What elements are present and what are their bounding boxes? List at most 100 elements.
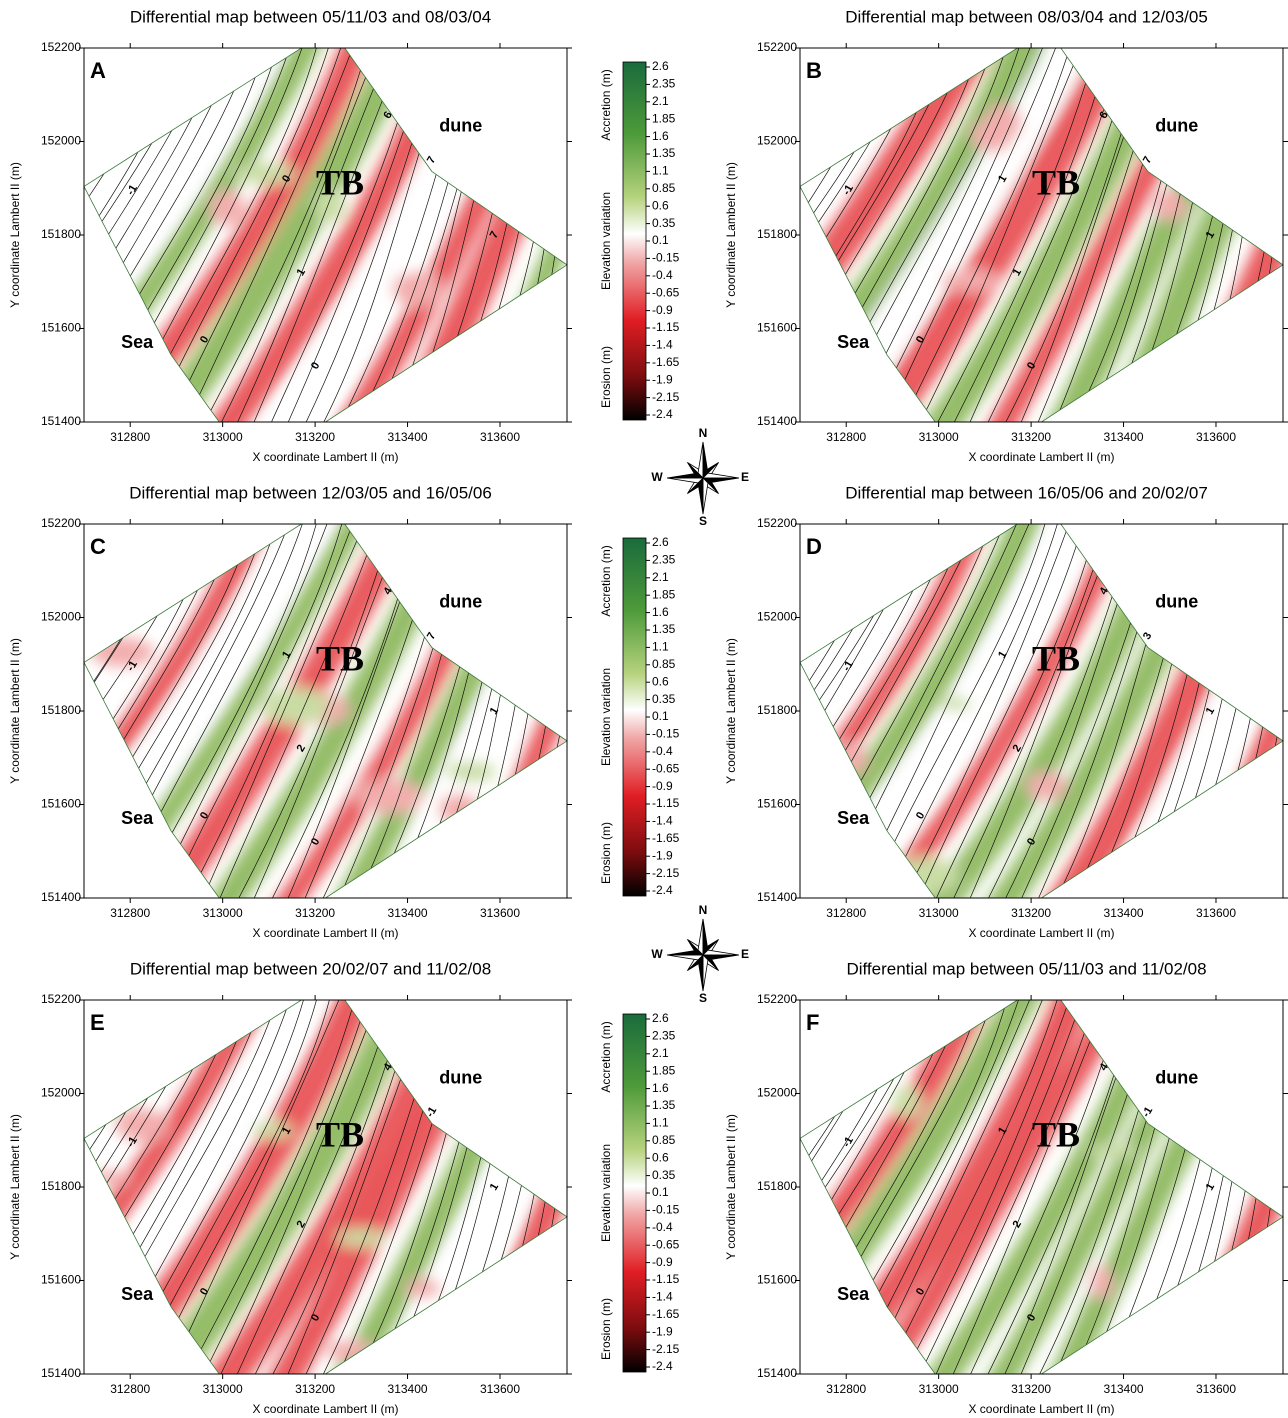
x-tick-label: 312800 [826,906,866,920]
y-axis-label: Y coordinate Lambert II (m) [724,1114,738,1260]
contour-label: 0 [1025,836,1038,847]
panel-title: Differential map between 16/05/06 and 20… [845,483,1208,502]
contour-label: 1 [1204,705,1217,716]
y-tick-label: 152000 [41,134,81,148]
colorbar-side-label: Accretion (m) [599,69,613,140]
compass-point [697,954,704,992]
y-tick-label: 151400 [41,414,81,428]
contour-label: 2 [295,1219,308,1230]
contour-line [177,48,360,422]
colorbar-label: 0.6 [652,674,669,688]
y-tick-label: 151800 [757,703,797,717]
x-axis-label: X coordinate Lambert II (m) [252,450,398,464]
map-patch [893,1086,921,1117]
map-patch [823,743,867,776]
colorbar-label: 0.85 [652,1133,676,1147]
compass-point [666,472,704,479]
contour-label: 1 [1011,267,1024,278]
contour-label: 7 [1141,155,1154,166]
contour-line [177,1000,360,1374]
contour-line [211,48,386,422]
panel-letter: A [90,58,106,83]
contour-line [893,48,1076,422]
y-tick-label: 151800 [757,227,797,241]
colorbar-label: -1.65 [652,1307,680,1321]
x-tick-label: 313000 [919,906,959,920]
contour-line [876,524,1064,898]
compass-point [697,441,704,479]
contour-line [177,524,360,898]
compass-w: W [651,947,663,961]
contour-label: 1 [295,267,308,278]
colorbar-label: 0.35 [652,1168,676,1182]
y-tick-label: 151800 [41,1179,81,1193]
contour-line [910,1000,1089,1374]
contour-label: 1 [1204,229,1217,240]
contour-label: 0 [914,334,927,345]
map-patch [1212,1337,1256,1370]
compass-point [702,441,709,479]
x-tick-label: 313600 [1196,906,1236,920]
x-axis-label: X coordinate Lambert II (m) [968,1402,1114,1416]
map-patch [392,271,441,306]
map-patch [261,688,330,724]
colorbar-side-label: Erosion (m) [599,346,613,408]
sea-label: Sea [121,808,154,828]
colorbar-label: -0.9 [652,1255,673,1269]
x-tick-label: 313000 [203,430,243,444]
colorbar [622,61,647,421]
panel-letter: C [90,534,106,559]
colorbar-label: 1.1 [652,640,669,654]
compass-point [702,472,740,479]
contour-label: 7 [425,631,438,642]
x-tick-label: 313000 [203,1382,243,1396]
contour-line [910,48,1089,422]
colorbar-label: 0.85 [652,181,676,195]
compass-e: E [741,470,749,484]
x-tick-label: 312800 [110,906,150,920]
panel-title: Differential map between 08/03/04 and 12… [845,7,1208,26]
map-patch [424,367,448,386]
y-axis-label: Y coordinate Lambert II (m) [8,1114,22,1260]
contour-label: 1 [996,173,1009,184]
y-tick-label: 151600 [757,1273,797,1287]
y-tick-label: 151800 [41,227,81,241]
map-surface [84,48,567,422]
dune-label: dune [1155,115,1198,135]
colorbar-label: 2.1 [652,94,669,108]
map-patch [1159,1348,1183,1365]
contour-label: 0 [1025,360,1038,371]
colorbar-label: -0.65 [652,285,680,299]
contour-label: 2 [1011,1219,1024,1230]
colorbar-label: 1.35 [652,1098,676,1112]
sea-label: Sea [837,332,870,352]
contour-label: 7 [488,229,501,240]
colorbar-side-label: Erosion (m) [599,822,613,884]
contour-label: 0 [280,173,293,184]
colorbar-label: 0.35 [652,692,676,706]
contour-label: 1 [280,1125,293,1136]
map-patch [115,1108,167,1142]
contour-label: 1 [1204,1181,1217,1192]
colorbar-label: 2.1 [652,570,669,584]
colorbar-label: -1.9 [652,1324,673,1338]
map-patch [1027,772,1067,800]
map-band [1233,48,1283,422]
x-tick-label: 313200 [295,906,335,920]
x-axis-label: X coordinate Lambert II (m) [252,926,398,940]
contour-line [160,1000,348,1374]
colorbar-label: -1.65 [652,831,680,845]
map-patch [516,337,543,363]
contour-label: 0 [198,810,211,821]
contour-label: 0 [914,810,927,821]
map-patch [1091,1266,1113,1299]
map-patch [357,780,422,813]
contour-line [893,524,1076,898]
y-tick-label: 151800 [757,1179,797,1193]
compass-n: N [699,426,708,440]
tb-label: TB [1032,639,1080,679]
colorbar-label: 1.1 [652,164,669,178]
colorbar-label: -2.4 [652,407,673,421]
y-tick-label: 152200 [757,40,797,54]
